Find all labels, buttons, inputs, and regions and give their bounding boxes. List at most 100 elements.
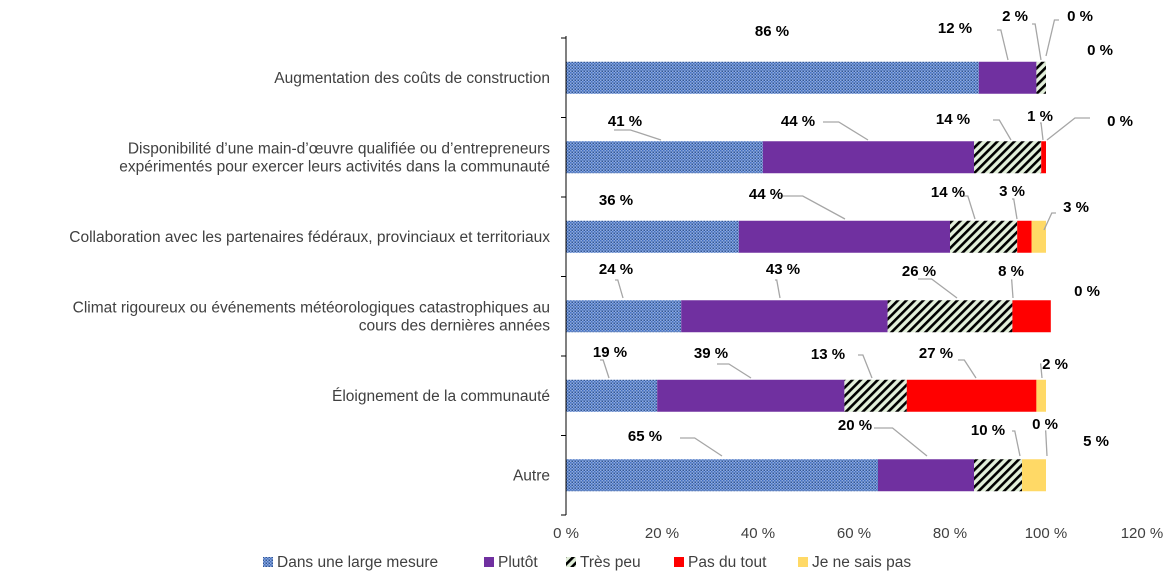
leader-line (997, 29, 1009, 61)
data-label: 14 % (931, 184, 965, 201)
bar-segment-plutôt (762, 141, 974, 174)
x-tick-label: 40 % (741, 525, 775, 542)
leader-line (1045, 430, 1048, 457)
leader-line (1043, 212, 1056, 231)
data-label: 0 % (1087, 42, 1113, 59)
category-label: expérimentés pour exercer leurs activité… (119, 158, 550, 175)
legend-label: Plutôt (498, 554, 538, 571)
x-tick-label: 100 % (1025, 525, 1068, 542)
category-label: Climat rigoureux ou événements météorolo… (73, 299, 550, 316)
data-label: 0 % (1067, 8, 1093, 25)
legend-label: Dans une large mesure (277, 554, 438, 571)
legend-swatch (674, 557, 684, 567)
bar-segment-très-peu (844, 379, 907, 412)
data-label: 39 % (694, 345, 728, 362)
data-label: 2 % (1002, 8, 1028, 25)
leader-line (717, 363, 752, 379)
bar-segment-dans-une-large-mesure (566, 61, 979, 94)
leader-line (858, 354, 873, 379)
legend-swatch (798, 557, 808, 567)
bar-segment-très-peu (887, 300, 1013, 333)
bar-segment-plutôt (878, 459, 974, 492)
x-tick-label: 80 % (933, 525, 967, 542)
bar-segment-je-ne-sais-pas (1036, 379, 1046, 412)
leader-line (1045, 19, 1059, 57)
bar-segment-très-peu (974, 141, 1042, 174)
data-label: 44 % (749, 186, 783, 203)
data-label: 27 % (919, 345, 953, 362)
data-label: 14 % (936, 111, 970, 128)
category-label: Éloignement de la communauté (332, 388, 550, 405)
data-label: 24 % (599, 261, 633, 278)
data-label: 36 % (599, 192, 633, 209)
bar-segment-pas-du-tout (1017, 220, 1032, 253)
bar-segment-dans-une-large-mesure (566, 220, 739, 253)
data-label: 1 % (1027, 108, 1053, 125)
data-label: 13 % (811, 346, 845, 363)
bar-segment-plutôt (978, 61, 1037, 94)
bar-segment-très-peu (950, 220, 1018, 253)
legend-label: Très peu (580, 554, 641, 571)
bar-segment-plutôt (657, 379, 845, 412)
data-label: 65 % (628, 428, 662, 445)
category-label: Augmentation des coûts de construction (274, 70, 550, 87)
category-label: cours des dernières années (359, 317, 551, 334)
leader-line (823, 121, 869, 141)
leader-line (1046, 117, 1090, 141)
data-label: 20 % (838, 417, 872, 434)
data-label: 44 % (781, 113, 815, 130)
data-label: 86 % (755, 23, 789, 40)
category-label: Collaboration avec les partenaires fédér… (69, 229, 550, 246)
data-label: 12 % (938, 20, 972, 37)
x-tick-label: 60 % (837, 525, 871, 542)
data-label: 8 % (998, 263, 1024, 280)
leader-line (600, 359, 610, 379)
category-label: Autre (513, 467, 550, 484)
data-label: 43 % (766, 261, 800, 278)
bar-segment-dans-une-large-mesure (566, 141, 763, 174)
bar-segment-je-ne-sais-pas (1031, 220, 1046, 253)
data-label: 0 % (1074, 283, 1100, 300)
x-tick-label: 0 % (553, 525, 579, 542)
data-label: 26 % (902, 263, 936, 280)
leader-line (680, 437, 723, 457)
legend-label: Je ne sais pas (812, 554, 911, 571)
leader-line (615, 279, 624, 299)
data-label: 19 % (593, 344, 627, 361)
leader-line (1012, 430, 1021, 457)
leader-line (775, 279, 781, 299)
data-label: 3 % (999, 183, 1025, 200)
leader-line (993, 119, 1012, 141)
bar-segment-dans-une-large-mesure (566, 379, 658, 412)
data-label: 5 % (1083, 433, 1109, 450)
legend-label: Pas du tout (688, 554, 767, 571)
leader-line (1040, 363, 1043, 379)
bar-segment-très-peu (974, 459, 1022, 492)
bar-segment-pas-du-tout (1041, 141, 1046, 174)
legend-swatch (566, 557, 576, 567)
leader-line (918, 278, 958, 299)
bar-segment-je-ne-sais-pas (1022, 459, 1046, 492)
bar-segment-plutôt (738, 220, 950, 253)
bar-segment-dans-une-large-mesure (566, 300, 682, 333)
leader-line (614, 129, 662, 141)
data-label: 0 % (1032, 416, 1058, 433)
leader-line (1012, 198, 1018, 220)
x-tick-label: 120 % (1121, 525, 1164, 542)
data-label: 10 % (971, 422, 1005, 439)
bar-segment-plutôt (681, 300, 888, 333)
category-label: Disponibilité d’une main-d’œuvre qualifi… (128, 140, 550, 157)
bar-segment-dans-une-large-mesure (566, 459, 878, 492)
bar-segment-très-peu (1036, 61, 1046, 94)
leader-line (1032, 23, 1042, 61)
x-tick-label: 20 % (645, 525, 679, 542)
data-label: 2 % (1042, 356, 1068, 373)
data-label: 3 % (1063, 199, 1089, 216)
leader-line (1011, 279, 1014, 299)
legend-swatch (263, 557, 273, 567)
leader-line (964, 195, 976, 220)
leader-line (874, 427, 928, 457)
legend-swatch (484, 557, 494, 567)
bar-segment-pas-du-tout (906, 379, 1037, 412)
